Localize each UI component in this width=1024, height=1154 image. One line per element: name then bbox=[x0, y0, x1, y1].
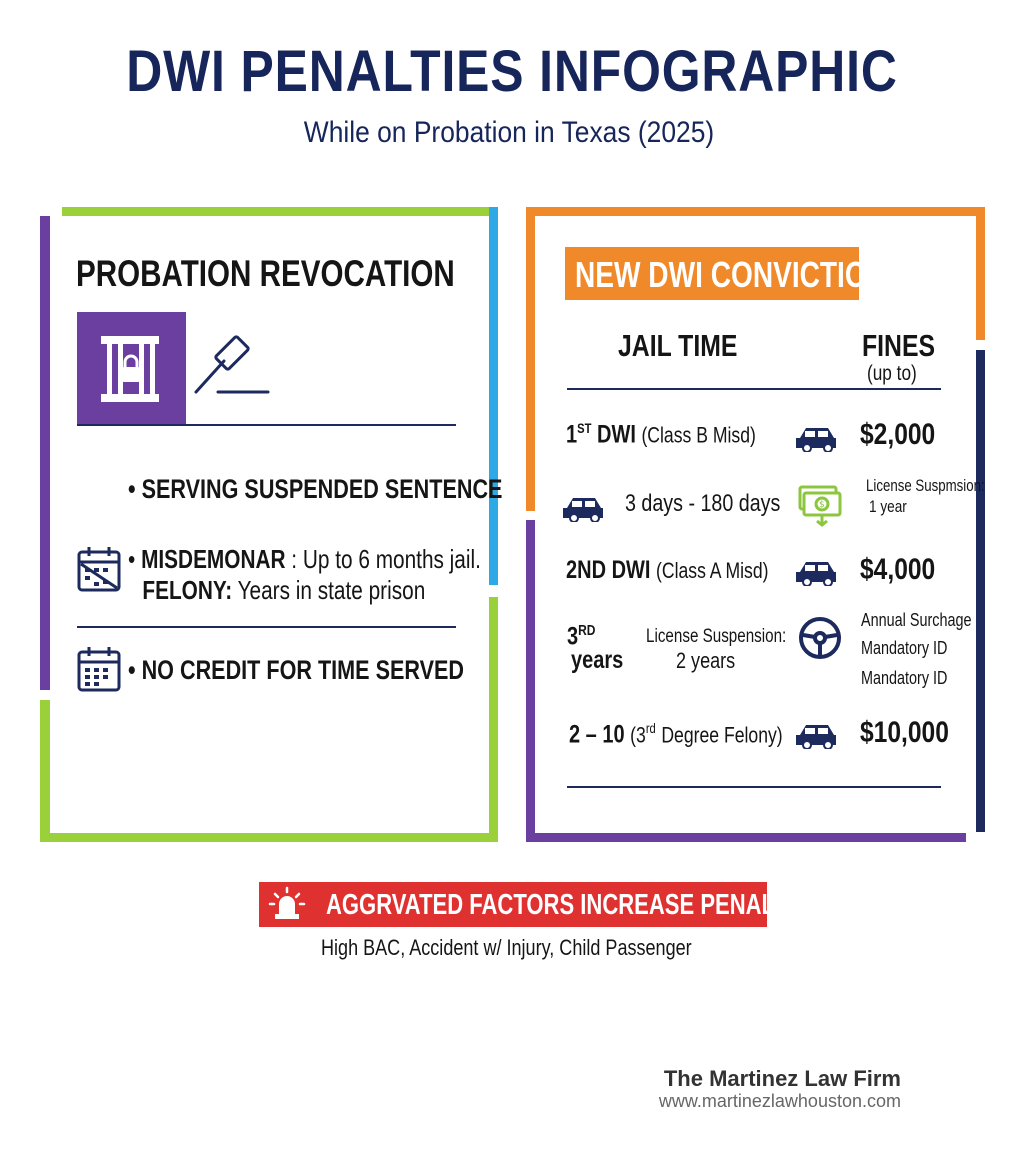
right-frame-orange-left bbox=[526, 207, 535, 511]
row-1-label: 1ST DWI (Class B Misd) bbox=[566, 420, 756, 449]
row-4-fine: $10,000 bbox=[860, 716, 949, 749]
firm-name: The Martinez Law Firm bbox=[663, 1066, 901, 1091]
row-1b-note-2: 1 year bbox=[869, 497, 907, 516]
money-icon: $ bbox=[797, 483, 843, 527]
row-3-license-1: License Suspension: bbox=[646, 626, 787, 647]
row-2-fine: $4,000 bbox=[860, 553, 936, 586]
left-bullet-3-text: NO CREDIT FOR TIME SERVED bbox=[141, 655, 465, 685]
row-1-sup: ST bbox=[577, 420, 592, 436]
calendar-crossed-icon bbox=[76, 544, 122, 594]
left-divider-1 bbox=[77, 424, 456, 426]
left-divider-2 bbox=[77, 626, 456, 628]
right-frame-orange-right bbox=[976, 207, 985, 340]
alert-label: AGGRVATED FACTORS INCREASE PENALTIES bbox=[326, 889, 823, 921]
calendar-icon bbox=[76, 644, 122, 694]
col-fines-sub: (up to) bbox=[867, 362, 917, 385]
row-2-bold: 2ND DWI bbox=[566, 556, 651, 584]
siren-icon bbox=[268, 886, 306, 922]
left-frame-green-top bbox=[62, 207, 490, 216]
right-frame-purple-bottom bbox=[526, 833, 966, 842]
gavel-icon bbox=[188, 330, 273, 400]
alert-banner bbox=[259, 882, 767, 927]
left-frame-green-right bbox=[489, 597, 498, 842]
row-3-note-2: Mandatory ID bbox=[861, 638, 948, 658]
svg-text:$: $ bbox=[819, 500, 825, 510]
col-fines: FINES bbox=[862, 328, 936, 363]
car-lock-icon-3 bbox=[796, 558, 840, 587]
bullet-dot: • bbox=[128, 544, 142, 574]
misdemeanor-label: MISDEMONAR bbox=[141, 544, 286, 574]
left-bullet-1: • SERVING SUSPENDED SENTENCE bbox=[128, 474, 502, 505]
left-bullet-3: • NO CREDIT FOR TIME SERVED bbox=[128, 655, 464, 686]
steering-wheel-icon bbox=[797, 615, 843, 661]
right-frame-navy-right bbox=[976, 350, 985, 832]
row-3-license-2: 2 years bbox=[676, 648, 736, 673]
row-4-bold: 2 – 10 bbox=[569, 720, 625, 749]
firm-url: www.martinezlawhouston.com bbox=[658, 1091, 901, 1111]
row-4-label: 2 – 10 (3rd Degree Felony) bbox=[569, 720, 783, 749]
page-subtitle: While on Probation in Texas (2025) bbox=[303, 116, 715, 149]
left-frame-green-left bbox=[40, 700, 50, 842]
row-3-note-3: Mandatory ID bbox=[861, 668, 948, 688]
misdemeanor-text: : Up to 6 months jail. bbox=[291, 544, 481, 574]
row-1b-note-1: License Suspmsion: bbox=[866, 476, 985, 495]
row-4-sup: rd bbox=[645, 720, 656, 736]
bullet-dot: • bbox=[128, 655, 142, 685]
aggravating-factors: High BAC, Accident w/ Injury, Child Pass… bbox=[321, 935, 692, 960]
car-lock-icon-2 bbox=[563, 494, 607, 523]
row-1b-jail: 3 days - 180 days bbox=[625, 490, 781, 517]
left-bullet-2: • MISDEMONAR : Up to 6 months jail. FELO… bbox=[128, 544, 481, 606]
jail-icon bbox=[77, 312, 186, 425]
new-dwi-badge bbox=[565, 247, 859, 300]
felony-label: FELONY: bbox=[142, 575, 233, 605]
row-3-note-1: Annual Surchage bbox=[861, 610, 972, 630]
left-frame-green-bottom bbox=[40, 833, 498, 842]
left-frame-purple bbox=[40, 216, 50, 690]
car-lock-icon bbox=[796, 424, 840, 453]
left-bullet-1-text: SERVING SUSPENDED SENTENCE bbox=[141, 474, 503, 504]
row-3-num-digit: 3 bbox=[567, 622, 579, 651]
row-2-class: (Class A Misd) bbox=[656, 558, 769, 583]
felony-text: Years in state prison bbox=[237, 575, 426, 605]
right-divider-bottom bbox=[567, 786, 941, 788]
row-4-open: (3 bbox=[630, 722, 646, 748]
page-title: DWI PENALTIES INFOGRAPHIC bbox=[126, 39, 898, 104]
row-3-years: years bbox=[571, 646, 624, 674]
row-4-class: Degree Felony) bbox=[661, 722, 783, 748]
car-lock-icon-4 bbox=[796, 721, 840, 750]
row-3-num: 3RD bbox=[567, 622, 595, 651]
row-1-bold: DWI bbox=[597, 420, 636, 449]
row-1-fine: $2,000 bbox=[860, 418, 936, 451]
left-panel-heading: PROBATION REVOCATION bbox=[76, 253, 455, 294]
row-1-num: 1 bbox=[566, 420, 578, 449]
right-frame-purple-left bbox=[526, 520, 535, 842]
right-frame-orange-top bbox=[526, 207, 985, 216]
row-3-sup: RD bbox=[578, 622, 596, 639]
right-divider-top bbox=[567, 388, 941, 390]
new-dwi-badge-label: NEW DWI CONVICTION bbox=[575, 254, 887, 295]
col-jail-time: JAIL TIME bbox=[618, 328, 738, 363]
left-frame-blue bbox=[489, 207, 498, 585]
bullet-dot: • bbox=[128, 474, 142, 504]
row-2-label: 2ND DWI (Class A Misd) bbox=[566, 556, 768, 585]
row-1-class: (Class B Misd) bbox=[641, 422, 756, 448]
